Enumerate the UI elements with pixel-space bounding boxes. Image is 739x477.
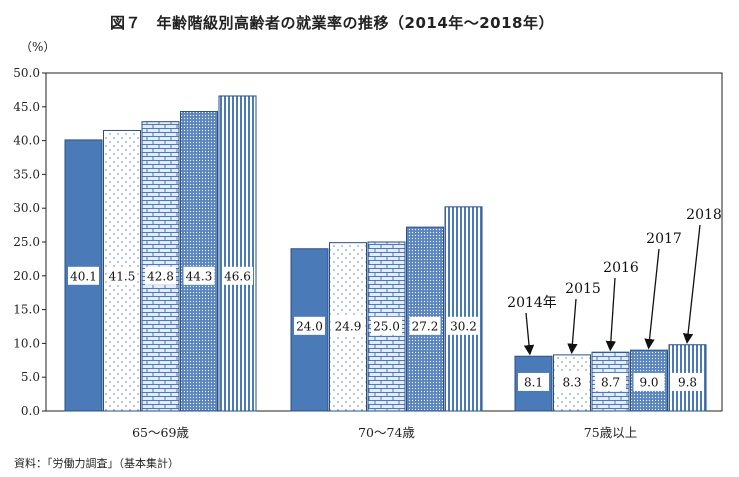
bar xyxy=(180,111,218,412)
source-note: 資料：「労働力調査」（基本集計） xyxy=(14,457,179,470)
y-tick-label: 30.0 xyxy=(13,201,40,215)
value-label: 46.6 xyxy=(224,269,251,283)
y-tick-label: 20.0 xyxy=(13,269,40,283)
value-label-box xyxy=(409,316,441,335)
chart-title: 図７ 年齢階級別高齢者の就業率の推移（2014年～2018年） xyxy=(110,14,554,32)
value-label-box xyxy=(145,266,176,285)
value-label-box xyxy=(518,372,549,391)
value-label: 24.9 xyxy=(335,319,362,333)
y-tick-label: 15.0 xyxy=(13,303,40,317)
y-tick-label: 40.0 xyxy=(13,134,40,148)
bar xyxy=(444,206,483,412)
y-tick-label: 10.0 xyxy=(13,336,40,350)
value-label: 44.3 xyxy=(186,269,213,283)
value-label: 9.8 xyxy=(678,375,697,389)
year-label: 2017 xyxy=(646,231,682,247)
y-axis-unit: （%） xyxy=(20,40,56,54)
value-label: 24.0 xyxy=(296,319,323,333)
year-label: 2016 xyxy=(603,260,639,276)
year-label: 2014年 xyxy=(507,295,557,311)
y-tick-label: 50.0 xyxy=(13,66,40,80)
y-tick-label: 45.0 xyxy=(13,100,40,114)
value-label-box xyxy=(672,372,703,391)
value-label-box xyxy=(106,266,138,285)
value-label-box xyxy=(371,316,402,335)
category-label: 70～74歳 xyxy=(358,425,415,440)
value-label: 27.2 xyxy=(412,319,439,333)
value-label: 42.8 xyxy=(147,269,174,283)
value-label: 40.1 xyxy=(70,269,97,283)
bar xyxy=(218,95,257,412)
value-label-box xyxy=(294,316,325,335)
year-arrow xyxy=(523,312,535,356)
value-label-box xyxy=(633,372,665,391)
value-label-box xyxy=(332,316,364,335)
y-tick-label: 0.0 xyxy=(21,404,40,418)
year-arrow xyxy=(682,224,701,344)
category-label: 65～69歳 xyxy=(132,425,189,440)
value-label: 41.5 xyxy=(109,269,136,283)
bar xyxy=(141,121,180,412)
value-label: 25.0 xyxy=(373,319,400,333)
value-label-box xyxy=(222,266,253,285)
value-label-box xyxy=(556,372,588,391)
year-arrow xyxy=(605,277,617,352)
category-label: 75歳以上 xyxy=(584,425,637,440)
value-label-box xyxy=(68,266,99,285)
year-label: 2018 xyxy=(686,207,722,223)
value-label-box xyxy=(595,372,626,391)
year-arrow xyxy=(644,248,660,350)
value-label-box xyxy=(448,316,479,335)
year-label: 2015 xyxy=(565,281,601,297)
value-label: 8.3 xyxy=(562,375,581,389)
value-label: 9.0 xyxy=(639,375,658,389)
y-tick-label: 25.0 xyxy=(13,235,40,249)
value-label: 8.1 xyxy=(524,375,543,389)
y-tick-label: 35.0 xyxy=(13,167,40,181)
value-label: 30.2 xyxy=(450,319,477,333)
value-label: 8.7 xyxy=(601,375,620,389)
value-label-box xyxy=(183,266,215,285)
year-arrow xyxy=(567,298,578,355)
y-tick-label: 5.0 xyxy=(21,370,40,384)
